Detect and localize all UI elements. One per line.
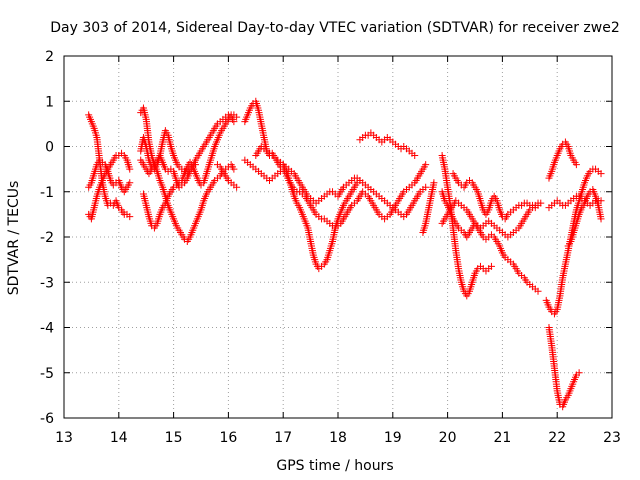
data-point [487, 262, 495, 270]
x-tick-label: 20 [439, 430, 457, 446]
y-tick-label: 1 [45, 94, 54, 110]
series-track-13 [419, 179, 438, 236]
y-tick-label: 0 [45, 140, 54, 156]
data-point [572, 161, 580, 169]
y-tick-label: -6 [40, 411, 54, 427]
series-track-7 [137, 127, 200, 178]
series-track-17 [449, 170, 545, 223]
y-tick-label: -3 [40, 275, 54, 291]
data-point [537, 199, 545, 207]
x-tick-label: 14 [110, 430, 128, 446]
data-point [126, 213, 134, 221]
x-tick-label: 16 [219, 430, 237, 446]
plot-frame [63, 55, 613, 419]
series-track-11 [252, 143, 430, 221]
series-track-20 [545, 324, 583, 411]
data-point [233, 183, 241, 191]
axis-ticks: 13 14 15 16 17 18 19 20 21 22 23 -6 -5 -4 -3 -2 -1 0 1 2 [40, 49, 621, 446]
x-tick-label: 17 [274, 430, 292, 446]
y-tick-label: -2 [40, 230, 54, 246]
x-tick-label: 23 [603, 430, 621, 446]
y-axis-label: SDTVAR / TECUs [6, 181, 22, 296]
data-point [597, 170, 605, 178]
series-track-8 [213, 161, 241, 191]
data-point [422, 183, 430, 191]
series-track-18 [545, 138, 580, 182]
series-track-22 [564, 185, 605, 250]
data-point [233, 113, 241, 121]
x-tick-label: 13 [55, 430, 73, 446]
x-axis-label: GPS time / hours [276, 458, 393, 474]
data-point [422, 161, 430, 169]
chart-title: Day 303 of 2014, Sidereal Day-to-day VTE… [50, 20, 620, 36]
series-track-16 [438, 197, 542, 241]
x-tick-label: 15 [165, 430, 183, 446]
y-tick-label: -1 [40, 185, 54, 201]
series-track-3 [85, 156, 134, 196]
data-point [230, 118, 238, 126]
series-track-2 [85, 149, 134, 223]
x-tick-label: 19 [384, 430, 402, 446]
grid-lines [64, 56, 612, 418]
data-point [126, 179, 134, 187]
y-tick-label: -4 [40, 321, 54, 337]
data-point [430, 179, 438, 187]
x-tick-label: 21 [493, 430, 511, 446]
series-track-12 [356, 129, 419, 160]
series-track-14 [438, 152, 495, 300]
data-point [575, 369, 583, 377]
y-tick-label: 2 [45, 49, 54, 65]
data-point [126, 165, 134, 173]
x-tick-label: 22 [548, 430, 566, 446]
data-point [411, 152, 419, 160]
series-track-15 [438, 188, 542, 295]
x-tick-label: 18 [329, 430, 347, 446]
data-point [230, 165, 238, 173]
data-point [534, 287, 542, 295]
data-point [597, 215, 605, 223]
data-points [85, 97, 605, 411]
y-tick-label: -5 [40, 366, 54, 382]
data-point [192, 161, 200, 169]
